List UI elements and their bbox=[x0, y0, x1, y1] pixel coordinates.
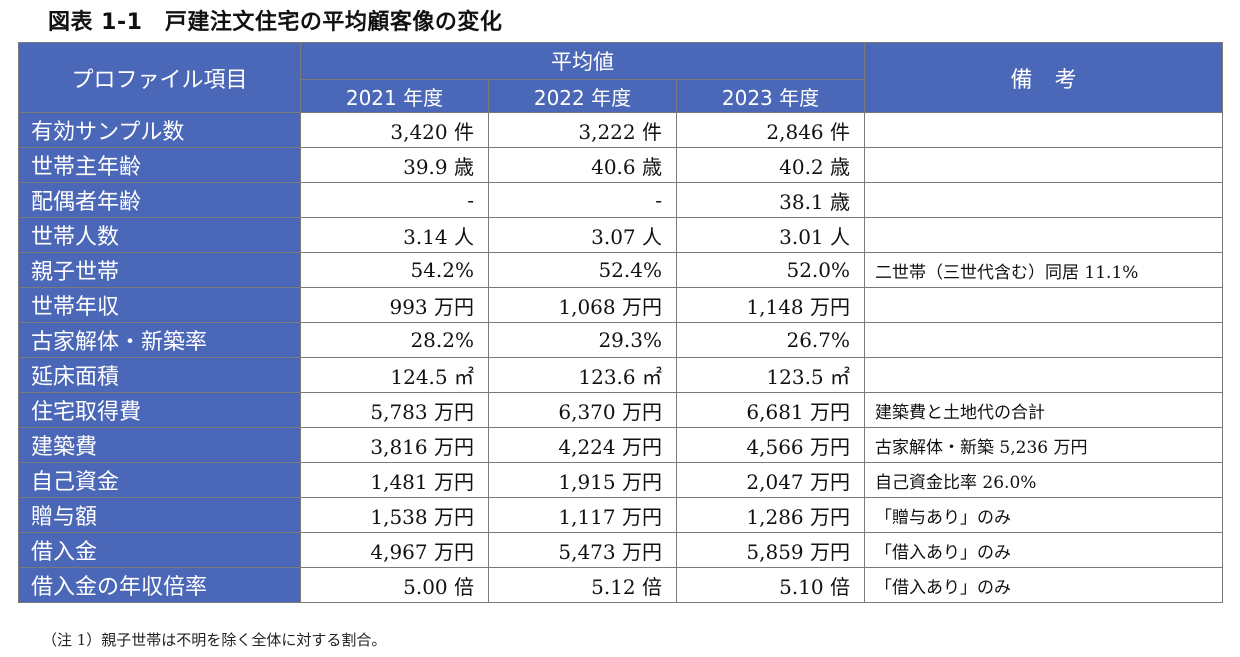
value-cell-2023: 26.7% bbox=[675, 322, 866, 358]
value-cell-2021: - bbox=[300, 182, 489, 218]
value-cell-2022: 1,117 万円 bbox=[488, 497, 677, 533]
value-cell-2021: 1,481 万円 bbox=[300, 462, 489, 498]
value-cell-2021: 39.9 歳 bbox=[300, 147, 489, 183]
table-row: 世帯年収 993 万円 1,068 万円 1,148 万円 bbox=[18, 287, 1224, 323]
row-label: 世帯年収 bbox=[18, 287, 301, 323]
row-label: 古家解体・新築率 bbox=[18, 322, 301, 358]
header-average-group: 平均値 bbox=[299, 42, 866, 80]
value-cell-2021: 3,816 万円 bbox=[300, 427, 489, 463]
value-cell-2022: 1,068 万円 bbox=[488, 287, 677, 323]
value-cell-2021: 1,538 万円 bbox=[300, 497, 489, 533]
value-cell-2021: 124.5 ㎡ bbox=[300, 357, 489, 393]
row-label: 借入金 bbox=[18, 532, 301, 568]
value-cell-2023: 4,566 万円 bbox=[675, 427, 866, 463]
row-label: 配偶者年齢 bbox=[18, 182, 301, 218]
value-cell-2021: 3,420 件 bbox=[300, 112, 489, 148]
value-cell-2022: 29.3% bbox=[488, 322, 677, 358]
remarks-cell: 自己資金比率 26.0% bbox=[864, 462, 1224, 498]
value-cell-2022: 4,224 万円 bbox=[488, 427, 677, 463]
table-row: 世帯人数 3.14 人 3.07 人 3.01 人 bbox=[18, 217, 1224, 253]
value-cell-2023: 3.01 人 bbox=[675, 217, 866, 253]
remarks-cell bbox=[864, 357, 1224, 393]
profile-table: プロファイル項目 平均値 備 考 2021 年度 2022 年度 2023 年度… bbox=[18, 42, 1224, 603]
value-cell-2021: 5.00 倍 bbox=[300, 567, 489, 603]
value-cell-2022: 6,370 万円 bbox=[488, 392, 677, 428]
row-label: 贈与額 bbox=[18, 497, 301, 533]
value-cell-2021: 3.14 人 bbox=[300, 217, 489, 253]
table-row: 世帯主年齢 39.9 歳 40.6 歳 40.2 歳 bbox=[18, 147, 1224, 183]
remarks-cell: 「借入あり」のみ bbox=[864, 567, 1224, 603]
table-row: 配偶者年齢 - -38.1 歳 bbox=[18, 182, 1224, 218]
header-year-2023: 2023 年度 bbox=[675, 79, 866, 113]
remarks-cell bbox=[864, 182, 1224, 218]
value-cell-2021: 4,967 万円 bbox=[300, 532, 489, 568]
row-label: 世帯人数 bbox=[18, 217, 301, 253]
table-row: 有効サンプル数 3,420 件 3,222 件 2,846 件 bbox=[18, 112, 1224, 148]
header-row-top: プロファイル項目 平均値 備 考 bbox=[18, 42, 1224, 113]
value-cell-2023: 5,859 万円 bbox=[675, 532, 866, 568]
value-cell-2022: 5.12 倍 bbox=[488, 567, 677, 603]
row-label: 延床面積 bbox=[18, 357, 301, 393]
value-cell-2023: 2,047 万円 bbox=[675, 462, 866, 498]
remarks-cell bbox=[864, 112, 1224, 148]
remarks-cell bbox=[864, 287, 1224, 323]
remarks-cell: 「贈与あり」のみ bbox=[864, 497, 1224, 533]
footnote: （注 1）親子世帯は不明を除く全体に対する割合。 bbox=[42, 631, 387, 649]
value-cell-2021: 28.2% bbox=[300, 322, 489, 358]
table-row: 借入金 4,967 万円 5,473 万円 5,859 万円 「借入あり」のみ bbox=[18, 532, 1224, 568]
value-cell-2023: 6,681 万円 bbox=[675, 392, 866, 428]
row-label: 住宅取得費 bbox=[18, 392, 301, 428]
table-row: 延床面積 124.5 ㎡ 123.6 ㎡ 123.5 ㎡ bbox=[18, 357, 1224, 393]
value-cell-2023: 52.0% bbox=[675, 252, 866, 288]
table-row: 借入金の年収倍率 5.00 倍 5.12 倍 5.10 倍「借入あり」のみ bbox=[18, 567, 1224, 603]
value-cell-2023: 38.1 歳 bbox=[675, 182, 866, 218]
value-cell-2022: 123.6 ㎡ bbox=[488, 357, 677, 393]
remarks-cell bbox=[864, 322, 1224, 358]
remarks-cell: 「借入あり」のみ bbox=[864, 532, 1224, 568]
table-row: 住宅取得費 5,783 万円 6,370 万円 6,681 万円 建築費と土地代の合計 bbox=[18, 392, 1224, 428]
table-row: 親子世帯 54.2% 52.4% 52.0% 二世帯（三世代含む）同居 11.1% bbox=[18, 252, 1224, 288]
header-year-2021: 2021 年度 bbox=[300, 79, 489, 113]
table-row: 古家解体・新築率 28.2% 29.3% 26.7% bbox=[18, 322, 1224, 358]
value-cell-2022: 5,473 万円 bbox=[488, 532, 677, 568]
row-label: 世帯主年齢 bbox=[18, 147, 301, 183]
value-cell-2021: 54.2% bbox=[300, 252, 489, 288]
table-row: 建築費 3,816 万円 4,224 万円 4,566 万円 古家解体・新築 5,236… bbox=[18, 427, 1224, 463]
row-label: 借入金の年収倍率 bbox=[18, 567, 301, 603]
value-cell-2022: 1,915 万円 bbox=[488, 462, 677, 498]
remarks-cell bbox=[864, 217, 1224, 253]
value-cell-2022: - bbox=[488, 182, 677, 218]
value-cell-2021: 993 万円 bbox=[300, 287, 489, 323]
figure-title: 図表 1-1 戸建注文住宅の平均顧客像の変化 bbox=[48, 10, 503, 35]
header-year-2022: 2022 年度 bbox=[488, 79, 677, 113]
remarks-cell: 二世帯（三世代含む）同居 11.1% bbox=[864, 252, 1224, 288]
value-cell-2023: 5.10 倍 bbox=[675, 567, 866, 603]
table-row: 自己資金 1,481 万円 1,915 万円 2,047 万円 自己資金比率 26.0% bbox=[18, 462, 1224, 498]
row-label: 自己資金 bbox=[18, 462, 301, 498]
row-label: 建築費 bbox=[18, 427, 301, 463]
value-cell-2022: 3,222 件 bbox=[488, 112, 677, 148]
value-cell-2023: 1,148 万円 bbox=[675, 287, 866, 323]
table-row: 贈与額 1,538 万円 1,117 万円 1,286 万円 「贈与あり」のみ bbox=[18, 497, 1224, 533]
value-cell-2023: 123.5 ㎡ bbox=[675, 357, 866, 393]
value-cell-2022: 3.07 人 bbox=[488, 217, 677, 253]
header-remarks: 備 考 bbox=[864, 42, 1224, 113]
value-cell-2023: 1,286 万円 bbox=[675, 497, 866, 533]
remarks-cell: 建築費と土地代の合計 bbox=[864, 392, 1224, 428]
remarks-cell: 古家解体・新築 5,236 万円 bbox=[864, 427, 1224, 463]
remarks-cell bbox=[864, 147, 1224, 183]
value-cell-2023: 2,846 件 bbox=[675, 112, 866, 148]
value-cell-2021: 5,783 万円 bbox=[300, 392, 489, 428]
value-cell-2022: 40.6 歳 bbox=[488, 147, 677, 183]
value-cell-2022: 52.4% bbox=[488, 252, 677, 288]
value-cell-2023: 40.2 歳 bbox=[675, 147, 866, 183]
header-item-label: プロファイル項目 bbox=[18, 42, 301, 113]
row-label: 有効サンプル数 bbox=[18, 112, 301, 148]
row-label: 親子世帯 bbox=[18, 252, 301, 288]
